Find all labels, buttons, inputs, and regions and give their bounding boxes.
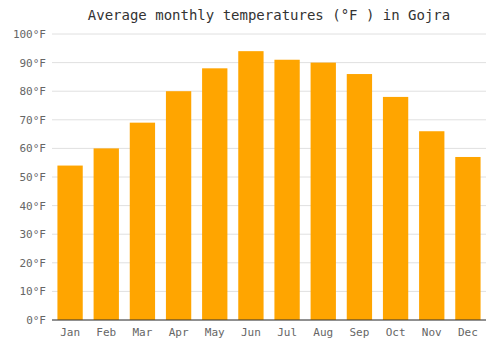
y-tick-label: 80°F <box>20 85 47 98</box>
bar <box>347 74 372 320</box>
x-tick-label: Nov <box>422 326 442 339</box>
y-tick-label: 60°F <box>20 142 47 155</box>
bar <box>94 148 119 320</box>
y-tick-label: 0°F <box>26 314 46 327</box>
x-tick-label: Mar <box>132 326 152 339</box>
x-axis-line <box>52 320 486 321</box>
bar <box>202 68 227 320</box>
y-tick-label: 100°F <box>13 28 46 41</box>
bar <box>238 51 263 320</box>
y-tick-label: 20°F <box>20 257 47 270</box>
x-tick-label: Dec <box>458 326 478 339</box>
x-tick-label: Aug <box>313 326 333 339</box>
bar <box>383 97 408 320</box>
x-tick-label: May <box>205 326 225 339</box>
y-tick-label: 40°F <box>20 200 47 213</box>
bar <box>455 157 480 320</box>
bar <box>311 63 336 320</box>
y-tick-label: 30°F <box>20 228 47 241</box>
bar <box>57 166 82 320</box>
x-tick-label: Feb <box>96 326 116 339</box>
title: Average monthly temperatures (°F ) in Go… <box>88 7 450 23</box>
bar <box>419 131 444 320</box>
x-tick-label: Oct <box>386 326 406 339</box>
x-tick-label: Jan <box>60 326 80 339</box>
grid-line <box>52 62 486 63</box>
y-tick-label: 90°F <box>20 57 47 70</box>
bar <box>274 60 299 320</box>
x-tick-label: Apr <box>169 326 189 339</box>
y-tick-label: 50°F <box>20 171 47 184</box>
x-tick-label: Jun <box>241 326 261 339</box>
grid-line <box>52 320 486 321</box>
grid-line <box>52 91 486 92</box>
chart-container: Average monthly temperatures (°F ) in Go… <box>0 0 500 350</box>
bar <box>166 91 191 320</box>
x-tick-label: Sep <box>349 326 369 339</box>
grid-line <box>52 119 486 120</box>
bar <box>130 123 155 320</box>
chart: Average monthly temperatures (°F ) in Go… <box>0 0 500 350</box>
bars <box>57 51 480 320</box>
y-tick-label: 70°F <box>20 114 47 127</box>
grid-line <box>52 34 486 35</box>
x-tick-label: Jul <box>277 326 297 339</box>
y-tick-label: 10°F <box>20 285 47 298</box>
grid <box>52 34 486 320</box>
